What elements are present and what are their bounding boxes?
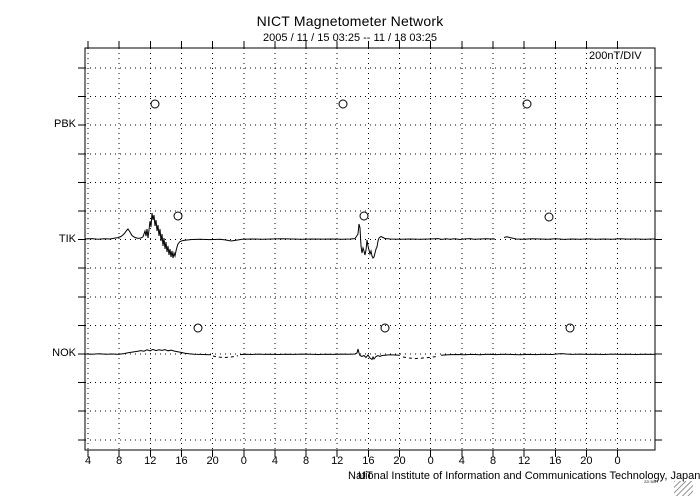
- institute-credit: National Institute of Information and Co…: [348, 470, 700, 482]
- x-tick-label: 12: [331, 455, 344, 467]
- event-marker-circle-NOK: [380, 323, 390, 333]
- station-label-NOK: NOK: [52, 347, 76, 359]
- x-tick-label: 0: [614, 455, 621, 467]
- trace-TIK: [84, 212, 495, 259]
- plot-border: [84, 47, 656, 451]
- trace-NOK: [212, 355, 239, 359]
- event-marker-circle-TIK: [173, 211, 183, 221]
- resize-grip-icon[interactable]: [674, 481, 693, 496]
- trace-NOK: [84, 348, 212, 356]
- event-marker-circle-NOK: [193, 323, 203, 333]
- trace-TIK: [503, 236, 655, 240]
- x-tick-label: 16: [549, 455, 562, 467]
- x-tick-label: 4: [84, 455, 92, 467]
- x-tick-label: 20: [580, 455, 593, 467]
- station-label-TIK: TIK: [58, 232, 76, 245]
- x-tick-label: 0: [240, 455, 247, 467]
- trace-NOK: [239, 348, 401, 361]
- x-tick-label: 4: [271, 455, 278, 467]
- event-marker-circle-TIK: [359, 211, 369, 221]
- event-marker-circle-NOK: [565, 323, 575, 333]
- x-tick-label: 8: [489, 455, 497, 467]
- fine-print-text: 22l 5ld ▪: [644, 479, 659, 484]
- trace-NOK: [402, 355, 439, 360]
- x-axis-unit-label: UT: [358, 470, 373, 482]
- x-tick-label: 12: [144, 455, 157, 467]
- x-tick-label: 16: [175, 455, 188, 467]
- x-tick-label: 4: [458, 455, 465, 467]
- x-tick-label: 0: [427, 455, 434, 467]
- x-tick-label: 16: [362, 455, 375, 467]
- x-tick-label: 8: [303, 455, 310, 467]
- plot-area: [78, 41, 662, 457]
- chart-title: NICT Magnetometer Network: [256, 13, 444, 29]
- event-marker-circle-PBK: [150, 99, 160, 109]
- station-label-PBK: PBK: [53, 118, 76, 131]
- event-marker-circle-PBK: [338, 99, 348, 109]
- x-tick-label: 8: [116, 455, 123, 467]
- event-marker-circle-TIK: [544, 212, 554, 222]
- x-tick-label: 12: [517, 455, 531, 467]
- scale-per-division-label: 200nT/DIV: [589, 50, 642, 62]
- x-tick-label: 20: [393, 455, 406, 467]
- x-tick-label: 20: [206, 455, 219, 467]
- event-marker-circle-PBK: [522, 99, 532, 109]
- trace-NOK: [440, 353, 656, 356]
